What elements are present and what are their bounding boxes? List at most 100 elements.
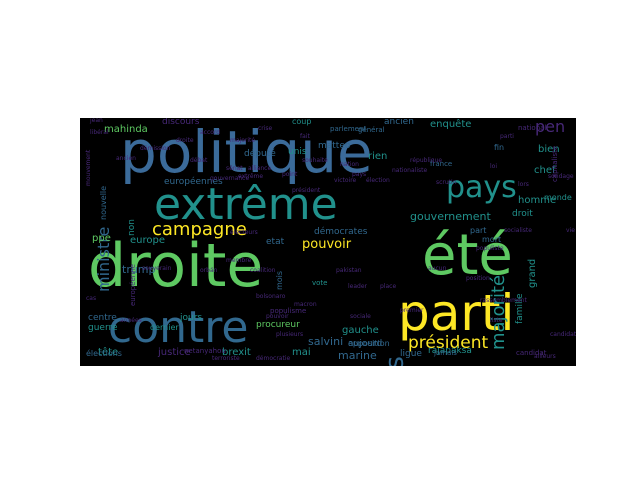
cloud-word: été	[422, 223, 513, 288]
cloud-word: fin	[494, 143, 505, 152]
cloud-word: mois	[275, 270, 284, 290]
cloud-word: vie	[566, 227, 575, 234]
cloud-word: membre	[226, 257, 252, 264]
cloud-word: majorité	[230, 137, 256, 144]
cloud-word: accord	[200, 129, 221, 136]
cloud-word: victoire	[334, 177, 357, 184]
cloud-word: mouvement	[85, 149, 92, 186]
cloud-word: populiste	[476, 245, 504, 252]
cloud-word: mort	[482, 235, 502, 244]
word-cloud: politique droite été extrême contre parti pays…	[80, 118, 576, 366]
cloud-word: droite	[88, 231, 264, 301]
cloud-word: monde	[544, 193, 572, 202]
cloud-word: premier	[400, 307, 424, 314]
cloud-word: nationaliste	[392, 167, 428, 174]
cloud-word: pays	[446, 170, 517, 205]
cloud-word: parlement	[330, 125, 367, 133]
cloud-word: nouvelle	[99, 185, 108, 220]
cloud-word: gouvernance	[210, 175, 250, 182]
cloud-word: europe	[130, 235, 165, 246]
cloud-word: jours	[180, 313, 203, 323]
cloud-word: années	[120, 317, 142, 324]
cloud-word: populisme	[270, 307, 307, 315]
cloud-word: souhaite	[302, 157, 328, 164]
cloud-word: plusieurs	[276, 331, 304, 338]
cloud-word: sociale	[350, 313, 371, 320]
cloud-word: discours	[162, 118, 200, 127]
cloud-word: européennes	[164, 177, 223, 187]
cloud-word: alliance	[248, 165, 272, 172]
cloud-word: homme	[518, 195, 557, 206]
cloud-word: terroriste	[212, 355, 240, 362]
cloud-word: gouvernement	[410, 210, 491, 223]
cloud-word: parti	[398, 284, 515, 342]
cloud-word: jamais	[434, 349, 457, 357]
cloud-word: grand	[527, 258, 538, 288]
cloud-word: matteo	[318, 141, 351, 151]
cloud-word: démocrates	[314, 227, 368, 237]
cloud-word: national	[518, 124, 547, 132]
cloud-word: part	[470, 226, 487, 235]
cloud-word: marine	[338, 349, 377, 362]
cloud-word: point	[282, 171, 298, 178]
cloud-word: loi	[490, 163, 498, 170]
cloud-word: etat	[266, 237, 285, 247]
cloud-word: gauche	[342, 325, 379, 336]
cloud-word: crise	[258, 125, 273, 132]
cloud-word: france	[430, 160, 453, 168]
cloud-word: pen	[535, 118, 566, 136]
cloud-word: ppe	[92, 233, 111, 244]
cloud-word: politique	[120, 118, 373, 186]
cloud-word: fait	[300, 133, 310, 140]
cloud-word: tête	[98, 347, 119, 358]
cloud-word: souverain	[142, 265, 172, 272]
cloud-word: aucun	[428, 265, 447, 272]
cloud-word: extrême	[154, 179, 338, 230]
cloud-word: trump	[122, 263, 156, 276]
cloud-word: européenne	[129, 264, 137, 306]
cloud-word: scrutin	[436, 179, 457, 186]
cloud-word: aujourd	[348, 339, 383, 349]
cloud-word: rassemblement	[480, 297, 527, 304]
cloud-word: ancien	[384, 118, 414, 127]
cloud-word: république	[410, 157, 443, 164]
cloud-word: pouvoir	[266, 313, 289, 320]
cloud-word: enquête	[430, 119, 472, 130]
cloud-word: député	[244, 149, 276, 159]
cloud-word: vote	[312, 279, 328, 287]
cloud-word: cas	[86, 295, 97, 302]
cloud-word: centre	[88, 313, 117, 323]
cloud-word: opposition	[348, 339, 390, 348]
cloud-word: netanyahou	[184, 347, 226, 355]
cloud-word: parti	[500, 133, 514, 140]
cloud-word: non	[127, 219, 137, 236]
cloud-word: ligue	[400, 349, 422, 359]
cloud-word: mai	[292, 347, 311, 358]
cloud-word: salvini	[308, 335, 344, 348]
cloud-word: extrême	[238, 173, 264, 180]
cloud-word: candidats	[550, 331, 576, 338]
cloud-word: bolsonaro	[256, 293, 286, 300]
cloud-word: nation	[340, 161, 359, 168]
cloud-word: position	[466, 275, 490, 282]
cloud-word: chef	[534, 165, 556, 176]
cloud-word: brexit	[222, 347, 251, 358]
cloud-word: campagne	[152, 219, 247, 240]
cloud-word: justice	[158, 347, 191, 358]
cloud-word: macron	[294, 301, 317, 308]
cloud-word: électeurs	[230, 229, 258, 236]
cloud-word: lors	[518, 181, 529, 188]
cloud-word: élections	[86, 349, 122, 358]
cloud-word: rien	[368, 151, 388, 162]
cloud-word: démission	[140, 145, 171, 152]
cloud-word: pouvoir	[302, 237, 352, 252]
cloud-word: dernier	[150, 323, 179, 332]
cloud-word: président	[292, 187, 321, 194]
cloud-word: place	[380, 283, 397, 290]
cloud-word: démocratie	[256, 355, 291, 362]
cloud-word: leader	[348, 283, 368, 290]
cloud-word: candidat	[516, 349, 547, 357]
cloud-word: ailleurs	[534, 353, 556, 360]
cloud-word: unis	[288, 147, 307, 157]
cloud-word: procureur	[256, 320, 300, 330]
